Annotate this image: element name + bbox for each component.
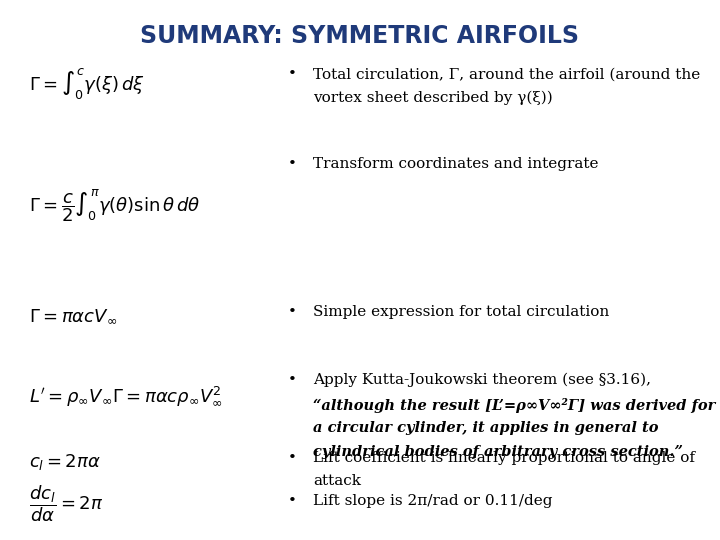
Text: Transform coordinates and integrate: Transform coordinates and integrate xyxy=(313,157,599,171)
Text: •: • xyxy=(288,305,297,319)
Text: Simple expression for total circulation: Simple expression for total circulation xyxy=(313,305,609,319)
Text: •: • xyxy=(288,68,297,82)
Text: Lift coefficient is linearly proportional to angle of: Lift coefficient is linearly proportiona… xyxy=(313,451,696,465)
Text: attack: attack xyxy=(313,474,361,488)
Text: vortex sheet described by γ(ξ)): vortex sheet described by γ(ξ)) xyxy=(313,90,553,105)
Text: $c_l = 2\pi\alpha$: $c_l = 2\pi\alpha$ xyxy=(29,451,101,472)
Text: Lift slope is 2π/rad or 0.11/deg: Lift slope is 2π/rad or 0.11/deg xyxy=(313,494,553,508)
Text: •: • xyxy=(288,494,297,508)
Text: •: • xyxy=(288,373,297,387)
Text: “although the result [L’=ρ∞V∞²Γ] was derived for: “although the result [L’=ρ∞V∞²Γ] was der… xyxy=(313,397,716,413)
Text: SUMMARY: SYMMETRIC AIRFOILS: SUMMARY: SYMMETRIC AIRFOILS xyxy=(140,24,580,48)
Text: $\Gamma = \dfrac{c}{2}\int_0^{\pi} \gamma(\theta)\sin\theta\,d\theta$: $\Gamma = \dfrac{c}{2}\int_0^{\pi} \gamm… xyxy=(29,187,200,224)
Text: Apply Kutta-Joukowski theorem (see §3.16),: Apply Kutta-Joukowski theorem (see §3.16… xyxy=(313,373,651,387)
Text: $\dfrac{dc_l}{d\alpha} = 2\pi$: $\dfrac{dc_l}{d\alpha} = 2\pi$ xyxy=(29,483,103,524)
Text: •: • xyxy=(288,157,297,171)
Text: Total circulation, Γ, around the airfoil (around the: Total circulation, Γ, around the airfoil… xyxy=(313,68,701,82)
Text: $\Gamma = \int_0^c \gamma(\xi)\,d\xi$: $\Gamma = \int_0^c \gamma(\xi)\,d\xi$ xyxy=(29,66,145,101)
Text: $L' = \rho_{\infty}V_{\infty}\Gamma = \pi\alpha c\rho_{\infty}V_{\infty}^2$: $L' = \rho_{\infty}V_{\infty}\Gamma = \p… xyxy=(29,386,222,408)
Text: a circular cylinder, it applies in general to: a circular cylinder, it applies in gener… xyxy=(313,421,659,435)
Text: $\Gamma = \pi\alpha c V_{\infty}$: $\Gamma = \pi\alpha c V_{\infty}$ xyxy=(29,307,117,325)
Text: cylindrical bodies of arbitrary cross section.”: cylindrical bodies of arbitrary cross se… xyxy=(313,445,683,459)
Text: •: • xyxy=(288,451,297,465)
